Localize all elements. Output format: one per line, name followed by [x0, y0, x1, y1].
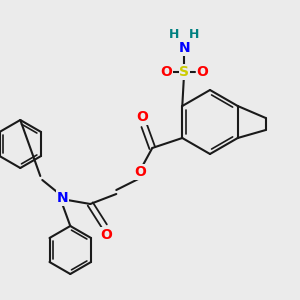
Text: O: O	[100, 228, 112, 242]
Text: O: O	[134, 165, 146, 179]
Text: H: H	[189, 28, 200, 41]
Text: S: S	[179, 65, 189, 79]
Text: O: O	[160, 65, 172, 79]
Text: N: N	[56, 191, 68, 205]
Text: O: O	[196, 65, 208, 79]
Text: N: N	[178, 41, 190, 55]
Text: H: H	[169, 28, 179, 41]
Text: O: O	[136, 110, 148, 124]
